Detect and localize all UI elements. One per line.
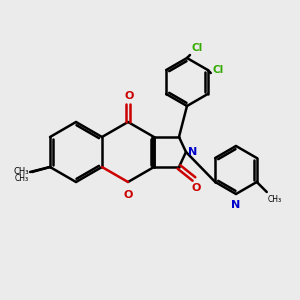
Text: CH₃: CH₃	[15, 174, 29, 183]
Text: N: N	[188, 147, 197, 157]
Text: N: N	[231, 200, 241, 210]
Text: O: O	[123, 190, 133, 200]
Text: CH₃: CH₃	[268, 195, 282, 204]
Text: Cl: Cl	[192, 43, 203, 53]
Text: O: O	[191, 183, 201, 193]
Text: CH₃: CH₃	[14, 167, 29, 176]
Text: O: O	[124, 91, 134, 101]
Text: Cl: Cl	[213, 65, 224, 75]
